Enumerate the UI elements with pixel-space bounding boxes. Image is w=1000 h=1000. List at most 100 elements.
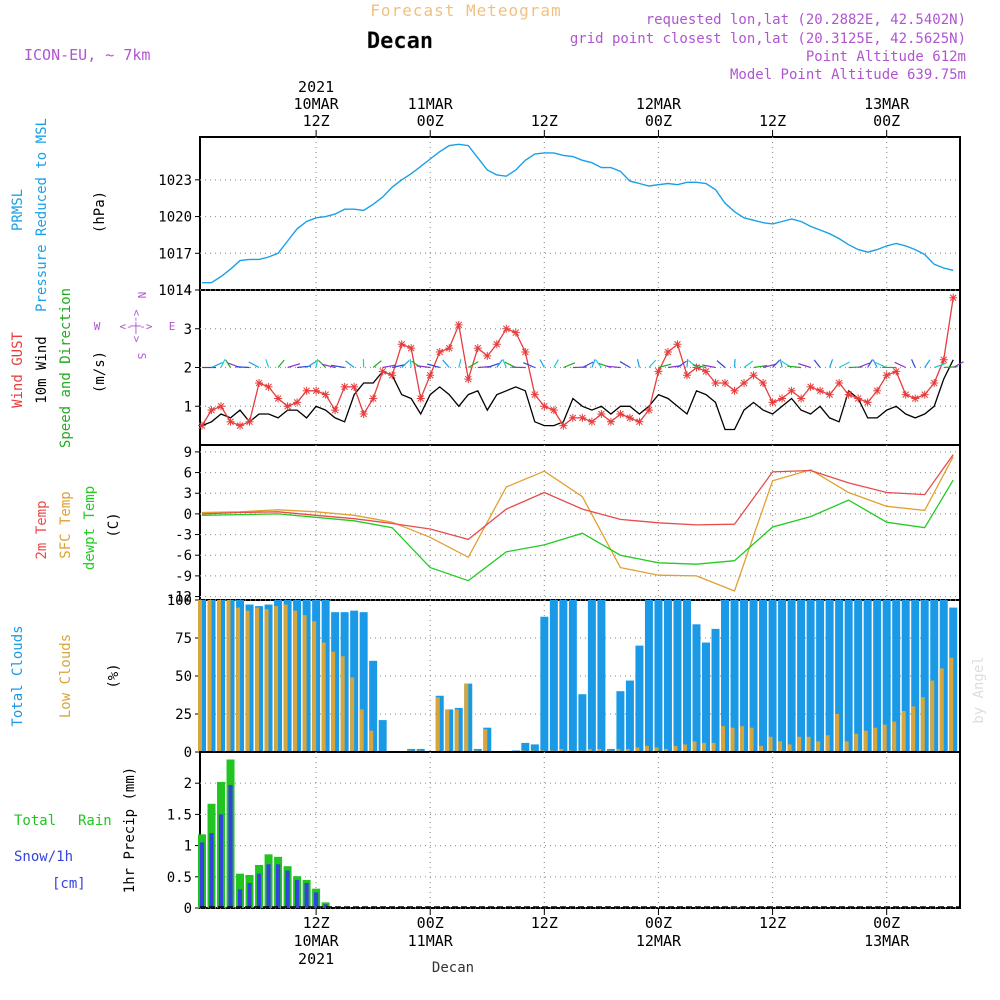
wind-direction-arrow [331,364,345,369]
low-cloud-bar [930,680,935,752]
gust-marker [578,413,587,422]
y-tick-label: 1 [184,839,192,855]
compass-n: N [135,292,148,299]
gust-marker [787,386,796,395]
wind-direction-arrow [606,365,621,369]
wind-direction-arrow [894,361,906,369]
gust-marker [911,394,920,403]
panel-frame [199,751,961,909]
low-cloud-bar [721,726,726,752]
gust-marker [350,382,359,391]
svg-text:<-|->: <-|-> [119,320,152,333]
y-tick-label: 0 [184,507,192,523]
low-cloud-bar [331,651,336,752]
low-cloud-bar [369,730,374,752]
gust-marker [930,379,939,387]
low-cloud-bar [778,741,783,752]
gust-marker [407,344,416,353]
low-cloud-bar [854,733,859,752]
gust-marker [635,417,644,426]
wind-unit: (m/s) [92,351,108,393]
y-tick-label: 25 [175,707,192,723]
low-cloud-bar [635,747,640,752]
gust-marker [198,421,206,430]
snow-bar [275,864,281,908]
low-cloud-bar [759,745,764,752]
compass-e: E [169,320,176,333]
low-cloud-bar [730,727,735,752]
temp-label-1: 2m Temp [34,500,50,559]
low-cloud-bar [892,721,897,752]
cloud-panel: 0 25 50 75 100 [167,593,961,761]
low-cloud-bar [768,736,773,752]
wind-direction-arrow [595,359,602,368]
requested-coords: requested lon,lat (20.2882E, 42.5402N) [646,12,966,28]
gust-line [201,297,954,427]
compass-icon: N S W E <-|-> <-|-> [94,292,176,360]
wind-direction-arrow [426,363,440,369]
low-cloud-bar [255,607,260,752]
snow-bar [266,864,271,908]
temperature-panel: -12 -9 -6 -3 0 3 6 9 [167,444,961,606]
gust-marker [207,406,216,415]
gust-marker [435,348,444,356]
wind-direction-arrow [287,363,301,369]
top-date-label: 11MAR [408,95,454,113]
low-cloud-bar [245,610,250,752]
gust-marker [502,324,511,333]
svg-text:<-|->: <-|-> [130,309,143,342]
low-cloud-bar [217,600,222,752]
top-date-label: 10MAR [294,95,340,113]
gust-marker [749,371,758,380]
credit-watermark: by Angel [971,656,987,723]
low-cloud-bar [692,741,697,752]
low-cloud-bar [483,729,488,752]
model-name: ICON-EU, ~ 7km [24,46,150,64]
compass-w: W [94,320,101,333]
gust-marker [644,406,653,415]
total-cloud-bar [844,600,853,752]
wind-label-3: Speed and Direction [58,288,74,448]
temp-unit: (C) [106,512,122,537]
gust-marker [464,375,473,384]
gust-marker [378,367,387,376]
y-tick-label: 0 [184,745,192,761]
low-cloud-bar [435,697,440,752]
wind-direction-arrow [317,359,327,368]
gust-marker [321,390,330,399]
low-cloud-bar [464,683,469,752]
total-cloud-bar [625,680,634,752]
gust-marker [283,402,292,411]
wind-direction-arrow [911,359,916,368]
bottom-date-label: 13MAR [864,932,910,950]
gust-marker [445,344,454,353]
gust-marker [825,390,834,399]
gust-marker [759,379,768,387]
wind-direction-arrow [315,359,319,368]
precip-label-rain: Rain [78,813,112,829]
gust-marker [673,340,682,349]
gust-marker [816,386,825,395]
y-tick-label: -3 [175,528,192,544]
wind-direction-arrow [401,360,410,368]
total-cloud-bar [892,600,901,752]
wind-direction-arrow [211,361,223,369]
snow-bar [247,883,252,908]
total-cloud-bar [702,642,710,752]
low-cloud-bar [274,606,279,752]
gust-marker [863,398,872,407]
pressure-unit: (hPa) [92,191,108,233]
gust-marker [663,348,672,356]
gust-marker [778,394,787,403]
low-cloud-bar [835,714,840,752]
wind-direction-arrow [753,364,768,369]
low-cloud-bar [654,747,659,752]
low-cloud-bar [293,610,298,752]
top-hour-label: 00Z [417,112,444,130]
wind-direction-arrow [867,359,873,368]
wind-direction-arrow [382,364,397,369]
snow-bar [228,785,233,908]
total-cloud-bar [768,600,777,752]
wind-direction-arrow [458,359,462,368]
